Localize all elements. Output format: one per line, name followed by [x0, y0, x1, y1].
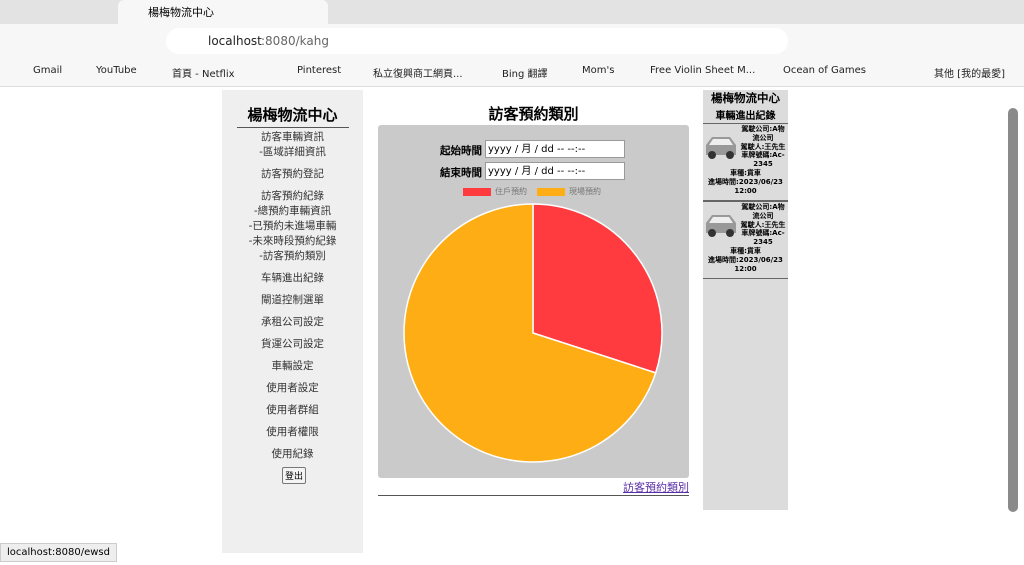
- car-icon: [706, 215, 736, 237]
- nav-item[interactable]: 貨運公司設定: [261, 338, 324, 350]
- record-field: 車牌號碼:Ac-2345: [741, 151, 785, 168]
- pie-slice[interactable]: [403, 203, 657, 463]
- bookmark[interactable]: 其他 [我的最愛]: [934, 69, 1005, 80]
- nav-item[interactable]: 閘道控制選單: [261, 294, 324, 306]
- legend-swatch: [463, 188, 491, 196]
- bookmark[interactable]: Free Violin Sheet M...: [650, 65, 756, 76]
- record-field: 進場時間:2023/06/23 12:00: [708, 178, 783, 195]
- record-field: 駕駛公司:A物流公司: [741, 125, 785, 142]
- nav-item[interactable]: 使用者群組: [266, 404, 319, 416]
- record-field: 車種:貨車: [730, 169, 761, 177]
- nav-item[interactable]: 車輛設定: [271, 360, 314, 372]
- nav-item[interactable]: 使用紀錄: [271, 448, 314, 460]
- bookmark[interactable]: 首頁 - Netflix: [172, 69, 235, 80]
- nav-item[interactable]: 使用者設定: [266, 382, 319, 394]
- record-field: 車牌號碼:Ac-2345: [741, 229, 785, 246]
- records-panel: [703, 90, 788, 510]
- bookmark[interactable]: 私立復興商工網頁...: [373, 69, 463, 80]
- bookmark[interactable]: Gmail: [33, 65, 63, 76]
- nav-item[interactable]: 訪客車輛資訊: [261, 131, 324, 143]
- panel-title: 楊梅物流中心: [711, 91, 780, 105]
- nav-item[interactable]: -區域詳細資訊: [259, 146, 326, 158]
- legend-label[interactable]: 住戶預約: [495, 187, 527, 196]
- field-label: 結束時間: [440, 167, 482, 179]
- bookmarks-bar: [0, 58, 1024, 87]
- bookmark[interactable]: Bing 翻譯: [502, 69, 548, 80]
- scrollbar[interactable]: [1008, 108, 1018, 512]
- record: [703, 123, 788, 201]
- divider: [237, 127, 349, 128]
- legend-swatch: [537, 188, 565, 196]
- bookmark[interactable]: Pinterest: [297, 65, 342, 76]
- legend-label[interactable]: 現場預約: [569, 187, 601, 196]
- record-field: 車種:貨車: [730, 247, 761, 255]
- url-box[interactable]: [166, 28, 788, 54]
- nav-item[interactable]: -未來時段預約紀錄: [248, 235, 337, 247]
- record-field: 駕駛人:王先生: [740, 221, 786, 229]
- date-input[interactable]: yyyy / 月 / dd -- --:--: [485, 140, 625, 158]
- bookmark[interactable]: YouTube: [96, 65, 137, 76]
- nav-item[interactable]: 訪客預約紀錄: [261, 190, 324, 202]
- bookmark[interactable]: Ocean of Games: [783, 65, 866, 76]
- url-host[interactable]: localhost: [208, 34, 262, 48]
- date-input[interactable]: yyyy / 月 / dd -- --:--: [485, 162, 625, 180]
- nav-item[interactable]: 訪客預約登記: [261, 168, 324, 180]
- panel-subtitle: 車輛進出紀錄: [715, 111, 776, 122]
- record-field: 駕駛公司:A物流公司: [741, 203, 785, 220]
- record: [703, 201, 788, 279]
- field-label: 起始時間: [440, 145, 482, 157]
- logout-button[interactable]: 登出: [282, 467, 307, 484]
- chart-title: 訪客預約類別: [488, 105, 579, 123]
- car-icon: [706, 137, 736, 159]
- tab[interactable]: [118, 0, 328, 24]
- divider: [378, 495, 689, 496]
- status-bar: localhost:8080/ewsd: [0, 543, 117, 562]
- pie-slice[interactable]: [532, 203, 663, 374]
- nav-item[interactable]: 使用者權限: [266, 426, 319, 438]
- nav-item[interactable]: 承租公司設定: [261, 316, 324, 328]
- nav-item[interactable]: -總預約車輛資訊: [253, 205, 332, 217]
- url-path[interactable]: :8080/kahg: [261, 34, 329, 48]
- pie-chart: [403, 203, 663, 463]
- nav-item[interactable]: 车辆進出紀錄: [261, 272, 324, 284]
- record-field: 進場時間:2023/06/23 12:00: [708, 256, 783, 273]
- nav-item[interactable]: -訪客預約類別: [259, 250, 326, 262]
- nav-item[interactable]: -已預約未進場車輛: [248, 220, 337, 232]
- bookmark[interactable]: Mom's: [582, 65, 615, 76]
- record-field: 駕駛人:王先生: [740, 143, 786, 151]
- sidebar-title: 楊梅物流中心: [247, 106, 338, 124]
- tab-title: 楊梅物流中心: [148, 6, 214, 19]
- report-link[interactable]: 訪客預約類別: [623, 481, 689, 494]
